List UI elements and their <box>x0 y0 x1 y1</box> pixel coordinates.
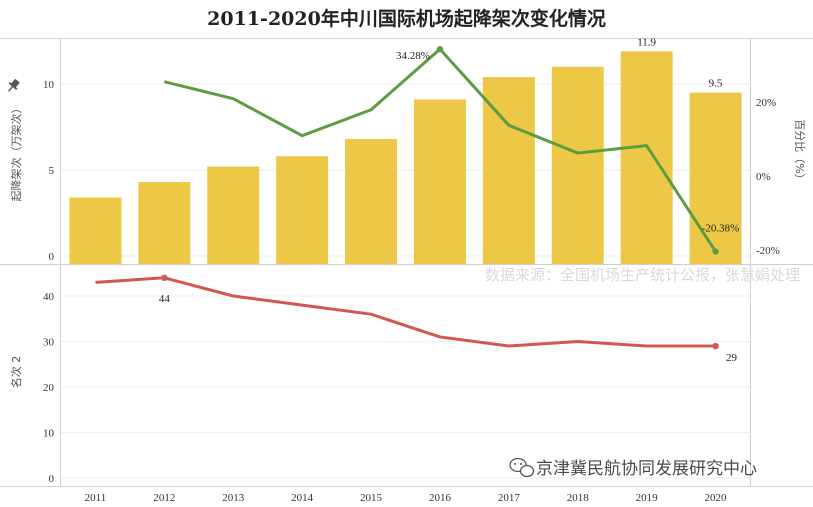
y2-tick-label: -20% <box>756 245 780 257</box>
bar-data-label: 9.5 <box>709 78 723 90</box>
y-axis-title-top: 起降架次（万架次） <box>9 103 23 202</box>
y2-tick-label: 20% <box>756 97 776 109</box>
source-note: 数据来源：全国机场生产统计公报，张慧娟处理 <box>485 266 800 284</box>
rank-point <box>712 342 719 350</box>
bar <box>345 139 398 264</box>
percent-data-label: 34.28% <box>396 50 430 62</box>
bar <box>69 197 122 264</box>
y-tick-label: 40 <box>43 291 55 303</box>
x-tick-label: 2017 <box>498 492 521 504</box>
y-tick-label: 0 <box>49 251 55 263</box>
x-tick-label: 2016 <box>429 492 452 504</box>
x-tick-label: 2019 <box>636 492 659 504</box>
bar <box>620 51 673 264</box>
x-tick-label: 2020 <box>705 492 728 504</box>
percent-point <box>712 248 719 255</box>
bar-data-label: 11.9 <box>637 36 656 48</box>
y2-tick-label: 0% <box>756 171 771 183</box>
bar <box>413 99 466 264</box>
watermark-text: 京津冀民航协同发展研究中心 <box>536 459 757 479</box>
axis-ticks: 0 5 10 -20% 0% 20% 0 10 20 30 40 2011 2012 2013 2014 20… <box>43 79 780 504</box>
bar <box>551 66 604 264</box>
percent-data-label: -20.38% <box>702 222 740 234</box>
y2-axis-title: 百分比（%） <box>793 119 806 184</box>
y-tick-label: 30 <box>43 337 55 349</box>
bar <box>207 166 260 264</box>
y-tick-label: 5 <box>49 165 55 177</box>
x-tick-label: 2014 <box>291 492 314 504</box>
bar <box>276 156 329 264</box>
x-tick-label: 2011 <box>85 492 107 504</box>
rank-data-label: 44 <box>159 293 171 305</box>
rank-line <box>95 276 716 348</box>
y-tick-label: 10 <box>43 79 55 91</box>
rank-point <box>161 274 168 281</box>
wechat-icon <box>509 457 535 478</box>
bar <box>689 92 742 264</box>
y-tick-label: 10 <box>43 428 55 440</box>
x-tick-label: 2015 <box>360 492 383 504</box>
y-tick-label: 0 <box>49 473 55 485</box>
x-tick-label: 2018 <box>567 492 590 504</box>
bar <box>138 182 191 264</box>
rank-line-series <box>95 274 719 350</box>
data-labels: 11.9 9.5 34.28% -20.38% 44 29 <box>159 36 739 364</box>
y-tick-label: 20 <box>43 382 55 394</box>
x-tick-label: 2013 <box>222 492 245 504</box>
rank-data-label: 29 <box>726 352 738 364</box>
bar-series <box>69 51 742 265</box>
y-axis-title-bottom: 名次 2 <box>9 356 23 389</box>
x-tick-label: 2012 <box>153 492 175 504</box>
chart-title: 2011-2020年中川国际机场起降架次变化情况 <box>207 8 606 30</box>
chart-frame <box>0 38 813 487</box>
percent-point <box>436 45 444 53</box>
pin-icon[interactable] <box>5 77 22 94</box>
percent-line-series <box>163 45 719 255</box>
